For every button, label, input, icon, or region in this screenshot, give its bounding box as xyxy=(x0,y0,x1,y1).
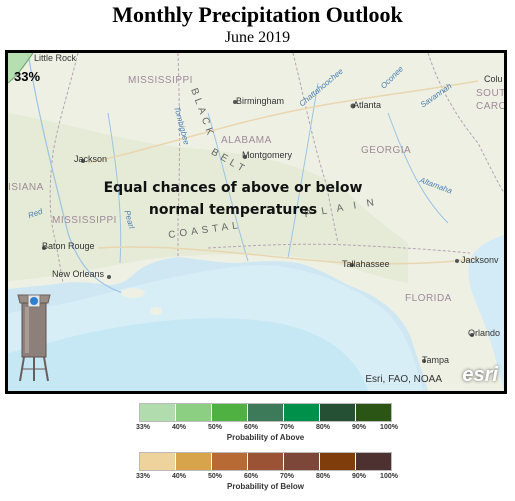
river xyxy=(287,82,319,259)
legend-tick: 90% xyxy=(351,473,367,480)
legend-tick: 33% xyxy=(135,473,151,480)
city-dot xyxy=(233,100,237,104)
legend-tick: 100% xyxy=(380,424,398,431)
rain-gauge-icon xyxy=(17,294,51,382)
city-dot xyxy=(350,263,354,267)
state-label-mississippi: MISSISSIPPI xyxy=(128,75,193,86)
legend-below-ticks: 33% 40% 50% 60% 70% 80% 90% 100% xyxy=(135,471,398,482)
atlantic-ocean xyxy=(468,235,504,391)
legend-above: 33% 40% 50% 60% 70% 80% 90% 100% Probabi… xyxy=(135,403,398,442)
gulf-inner xyxy=(8,318,368,391)
state-label-mississippi-south: MISSISSIPPI xyxy=(52,215,117,226)
river xyxy=(27,53,124,294)
outlook-above-area xyxy=(8,53,33,83)
city-label-jackson: Jackson xyxy=(74,154,108,164)
legend-above-swatch xyxy=(356,404,391,421)
river xyxy=(107,112,122,264)
legend-tick: 80% xyxy=(315,424,331,431)
outlook-message: Equal chances of above or below normal t… xyxy=(78,177,388,221)
basemap xyxy=(8,53,504,391)
legend-tick: 40% xyxy=(171,424,187,431)
city-label-tampa: Tampa xyxy=(422,355,450,365)
city-dot xyxy=(422,359,426,363)
city-dot xyxy=(107,275,111,279)
city-label-atlanta: Atlanta xyxy=(353,100,382,110)
state-label-georgia: GEORGIA xyxy=(361,145,412,156)
state-border xyxy=(177,53,180,257)
legend-tick: 100% xyxy=(380,473,398,480)
city-dot xyxy=(350,103,356,109)
legend-below-swatch xyxy=(248,453,284,470)
legend-below-swatch xyxy=(284,453,320,470)
city-label-columbia: Colu xyxy=(484,74,503,84)
legend-tick: 60% xyxy=(243,473,259,480)
city-dot xyxy=(470,333,474,337)
esri-logo: esri xyxy=(462,364,498,386)
legend-tick: 50% xyxy=(207,424,223,431)
page-subtitle: June 2019 xyxy=(224,29,291,46)
city-dot xyxy=(81,159,85,163)
city-dot xyxy=(455,259,459,263)
legend-below-title: Probability of Below xyxy=(227,482,304,491)
city-label-new-orleans: New Orleans xyxy=(52,269,105,279)
legend-tick: 70% xyxy=(279,473,295,480)
legend-below-swatch xyxy=(320,453,356,470)
legend-below-swatch xyxy=(176,453,212,470)
legend-below-bar xyxy=(139,452,392,471)
legend-tick: 70% xyxy=(279,424,295,431)
legend-below-swatch xyxy=(140,453,176,470)
legend-above-swatch xyxy=(140,404,176,421)
state-border xyxy=(292,53,339,244)
legend-tick: 60% xyxy=(243,424,259,431)
outlook-boundary xyxy=(8,53,34,84)
legend-below-swatch xyxy=(212,453,248,470)
state-border xyxy=(49,53,79,284)
legend-above-swatch xyxy=(248,404,284,421)
state-label-alabama: ALABAMA xyxy=(221,135,272,146)
legend-below: 33% 40% 50% 60% 70% 80% 90% 100% Probabi… xyxy=(135,452,398,491)
city-dot xyxy=(42,246,46,250)
state-label-south-carolina-1: SOUTH xyxy=(476,88,506,99)
legend-tick: 50% xyxy=(207,473,223,480)
city-label-orlando: Orlando xyxy=(468,328,501,338)
state-border xyxy=(207,243,471,254)
state-label-louisiana: ISIANA xyxy=(8,182,44,193)
city-label-baton-rouge: Baton Rouge xyxy=(42,241,95,251)
map-panel[interactable]: 33% MISSISSIPPI ALABAMA GEORGIA MISSISSI… xyxy=(5,50,507,394)
legend-above-ticks: 33% 40% 50% 60% 70% 80% 90% 100% xyxy=(135,422,398,433)
map-attribution: Esri, FAO, NOAA xyxy=(365,374,442,385)
land-tint xyxy=(8,113,408,283)
legend-above-title: Probability of Above xyxy=(226,433,305,442)
outlook-probability-label: 33% xyxy=(14,69,41,84)
page-title: Monthly Precipitation Outlook xyxy=(112,2,403,27)
legend-above-swatch xyxy=(284,404,320,421)
legend-above-swatch xyxy=(176,404,212,421)
legend-above-bar xyxy=(139,403,392,422)
island xyxy=(150,307,162,315)
legend-tick: 40% xyxy=(171,473,187,480)
legend-below-swatch xyxy=(356,453,391,470)
outlook-message-line2: normal temperatures xyxy=(148,202,318,218)
city-label-jacksonville: Jacksonv xyxy=(461,255,499,265)
legend-tick: 90% xyxy=(351,424,367,431)
outlook-message-line1: Equal chances of above or below xyxy=(103,180,363,196)
legend-tick: 33% xyxy=(135,424,151,431)
city-label-montgomery: Montgomery xyxy=(242,150,293,160)
city-label-tallahassee: Tallahassee xyxy=(342,259,390,269)
legend-above-swatch xyxy=(320,404,356,421)
city-dot xyxy=(243,155,247,159)
legend-above-swatch xyxy=(212,404,248,421)
highway xyxy=(97,246,479,265)
state-label-florida: FLORIDA xyxy=(405,293,452,304)
legend-tick: 80% xyxy=(315,473,331,480)
city-label-little-rock: Little Rock xyxy=(34,53,77,63)
island xyxy=(121,288,145,298)
river xyxy=(387,112,449,224)
city-label-birmingham: Birmingham xyxy=(236,96,285,106)
highway xyxy=(87,80,479,164)
